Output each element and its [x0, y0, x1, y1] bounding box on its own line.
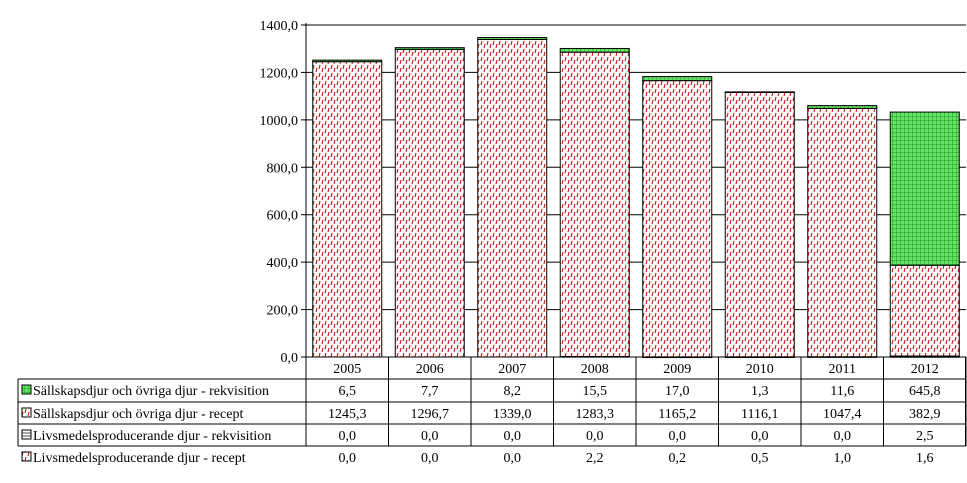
y-tick-label: 400,0 [267, 256, 299, 271]
y-axis: 0,0 200,0 400,0 600,0 800,0 1000,0 1200,0 1400,… [260, 19, 307, 366]
y-tick-label: 600,0 [267, 209, 299, 224]
data-label: 1339,0 [493, 407, 532, 422]
data-label: 1296,7 [411, 407, 450, 422]
data-label: 1,3 [751, 384, 769, 399]
data-label: 1,6 [916, 451, 934, 466]
data-label: 1165,2 [658, 407, 696, 422]
y-tick-label: 1400,0 [260, 19, 299, 34]
bar-segment-2006-s2 [394, 48, 465, 358]
x-tick-label: 2008 [581, 362, 609, 377]
x-tick-label: 2012 [911, 362, 939, 377]
data-label: 0,0 [504, 429, 522, 444]
legend-key [21, 451, 32, 462]
bar-segment-2008-s3 [559, 47, 630, 53]
data-label: 0,0 [504, 451, 522, 466]
data-label: 1245,3 [328, 407, 367, 422]
legend-entry: Livsmedelsproducerande djur - recept [33, 451, 246, 466]
data-label: 7,7 [421, 384, 439, 399]
x-tick-label: 2009 [663, 362, 691, 377]
bar-segment-2010-s2 [724, 91, 795, 358]
data-label: 0,0 [339, 429, 357, 444]
bar-segment-2005-s2 [312, 61, 383, 358]
data-label: 17,0 [665, 384, 690, 399]
data-label: 0,0 [669, 429, 687, 444]
data-table: 2005 2006 2007 2008 2009 2010 2011 2012 Sällskap… [17, 356, 967, 466]
data-label: 382,9 [909, 407, 941, 422]
bar-segment-2009-s3 [642, 76, 713, 82]
data-label: 0,2 [669, 451, 687, 466]
bar-segment-2011-s2 [807, 107, 878, 358]
x-tick-label: 2005 [333, 362, 361, 377]
bar-segment-2012-s3 [889, 111, 960, 266]
data-label: 1,0 [834, 451, 852, 466]
legend-entry: Sällskapsdjur och övriga djur - recept [33, 407, 243, 422]
x-tick-label: 2011 [829, 362, 856, 377]
data-label: 0,0 [421, 451, 439, 466]
legend-key [21, 407, 32, 418]
y-tick-label: 200,0 [267, 304, 299, 319]
data-label: 15,5 [583, 384, 608, 399]
data-label: 0,0 [586, 429, 604, 444]
bar-segment-2008-s2 [559, 51, 630, 357]
bar-segment-2007-s3 [477, 37, 548, 40]
y-tick-label: 1200,0 [260, 66, 299, 81]
x-tick-label: 2007 [498, 362, 526, 377]
data-label: 1047,4 [823, 407, 862, 422]
bar-segment-2007-s2 [477, 38, 548, 358]
legend-key [21, 429, 32, 440]
legend-entry: Sällskapsdjur och övriga djur - rekvisit… [33, 384, 269, 399]
data-label: 8,2 [504, 384, 522, 399]
data-label: 0,0 [834, 429, 852, 444]
bar-segment-2011-s3 [807, 105, 878, 109]
bar-segment-2005-s3 [312, 59, 383, 63]
data-label: 2,5 [916, 429, 934, 444]
bar-segment-2006-s3 [394, 47, 465, 50]
data-label: 0,0 [421, 429, 439, 444]
data-label: 1116,1 [741, 407, 778, 422]
data-label: 1283,3 [576, 407, 615, 422]
data-label: 6,5 [339, 384, 357, 399]
data-label: 0,0 [751, 429, 769, 444]
bar-segment-2012-s2 [889, 264, 960, 357]
bar-segment-2010-s3 [724, 91, 795, 93]
data-label: 0,5 [751, 451, 769, 466]
bars [312, 37, 960, 359]
y-tick-label: 1000,0 [260, 114, 299, 129]
x-tick-label: 2006 [416, 362, 444, 377]
bar-segment-2009-s2 [642, 80, 713, 358]
data-label: 645,8 [909, 384, 941, 399]
legend-key [21, 384, 32, 395]
x-tick-label: 2010 [746, 362, 774, 377]
legend-entry: Livsmedelsproducerande djur - rekvisitio… [33, 429, 271, 444]
data-label: 0,0 [339, 451, 357, 466]
data-label: 2,2 [586, 451, 604, 466]
data-label: 11,6 [830, 384, 854, 399]
y-tick-label: 0,0 [281, 351, 299, 366]
y-tick-label: 800,0 [267, 161, 299, 176]
